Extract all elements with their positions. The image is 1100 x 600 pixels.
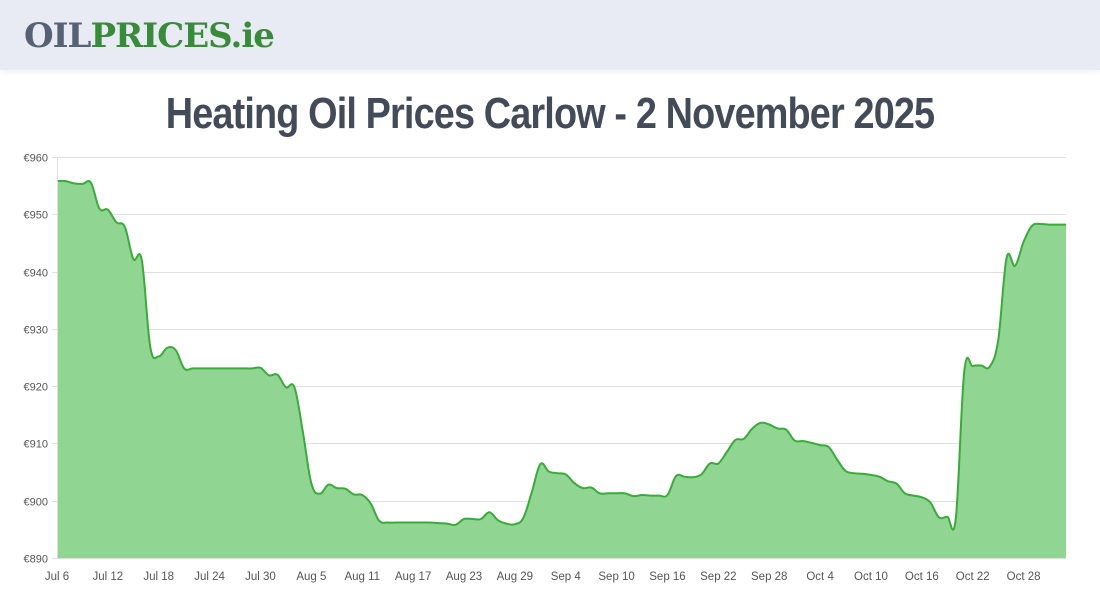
site-header: OILPRICES.ie bbox=[0, 0, 1100, 70]
x-tick-label: Aug 11 bbox=[344, 571, 380, 583]
y-tick-label: €890 bbox=[24, 554, 48, 566]
site-logo[interactable]: OILPRICES.ie bbox=[24, 16, 275, 56]
price-line bbox=[56, 179, 1066, 531]
x-tick-label: Aug 5 bbox=[296, 571, 326, 583]
x-tick-label: Jul 24 bbox=[194, 571, 225, 583]
y-tick-label: €910 bbox=[24, 439, 48, 451]
x-tick-label: Oct 28 bbox=[1007, 571, 1041, 583]
price-chart: €960€950€940€930€920€910€900€890 Jul 6 Ju… bbox=[24, 153, 1066, 583]
page-title: Heating Oil Prices Carlow - 2 November 2… bbox=[165, 89, 935, 138]
price-area-fill bbox=[57, 180, 1066, 558]
y-tick-label: €940 bbox=[24, 268, 48, 280]
x-tick-label: Aug 23 bbox=[446, 571, 482, 583]
x-tick-label: Aug 29 bbox=[497, 571, 533, 583]
x-tick-label: Sep 10 bbox=[598, 571, 634, 583]
x-tick-label: Sep 4 bbox=[551, 571, 582, 583]
x-tick-label: Oct 22 bbox=[956, 571, 990, 583]
y-tick-label: €900 bbox=[24, 497, 48, 509]
y-tick-label: €960 bbox=[24, 153, 48, 165]
y-axis-labels: €960 €950 €940 €930 €920 €910 €900 €890 bbox=[24, 153, 48, 566]
x-tick-label: Jul 18 bbox=[143, 571, 174, 583]
x-tick-label: Aug 17 bbox=[395, 571, 431, 583]
x-tick-label: Jul 30 bbox=[245, 571, 276, 583]
x-tick-label: Oct 16 bbox=[905, 571, 939, 583]
x-tick-label: Sep 22 bbox=[700, 571, 736, 583]
x-axis-labels: Jul 6 Jul 12 Jul 18 Jul 24 Jul 30 Aug 5 Aug 11… bbox=[45, 571, 1041, 583]
x-tick-label: Oct 4 bbox=[806, 571, 834, 583]
y-tick-label: €950 bbox=[24, 210, 48, 222]
logo-text-prices: PRICES.ie bbox=[90, 16, 274, 56]
x-tick-label: Sep 28 bbox=[751, 571, 787, 583]
y-tick-label: €930 bbox=[24, 325, 48, 337]
x-tick-label: Jul 6 bbox=[45, 571, 69, 583]
logo-text-oil: OIL bbox=[24, 16, 91, 56]
y-tick-label: €920 bbox=[24, 382, 48, 394]
x-tick-label: Jul 12 bbox=[93, 571, 124, 583]
x-tick-label: Oct 10 bbox=[854, 571, 888, 583]
x-tick-label: Sep 16 bbox=[649, 571, 685, 583]
